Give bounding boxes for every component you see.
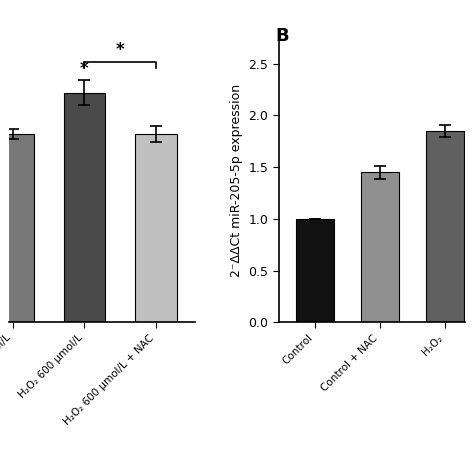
Bar	[0, 134, 34, 322]
Bar	[64, 93, 105, 322]
Bar	[135, 134, 177, 322]
Text: B: B	[275, 27, 289, 45]
Y-axis label: 2⁻ΔΔCt miR-205-5p expression: 2⁻ΔΔCt miR-205-5p expression	[230, 83, 243, 277]
Text: *: *	[116, 41, 125, 59]
Bar	[426, 131, 464, 322]
Bar	[296, 219, 334, 322]
Bar	[361, 173, 399, 322]
Text: *: *	[80, 60, 89, 78]
